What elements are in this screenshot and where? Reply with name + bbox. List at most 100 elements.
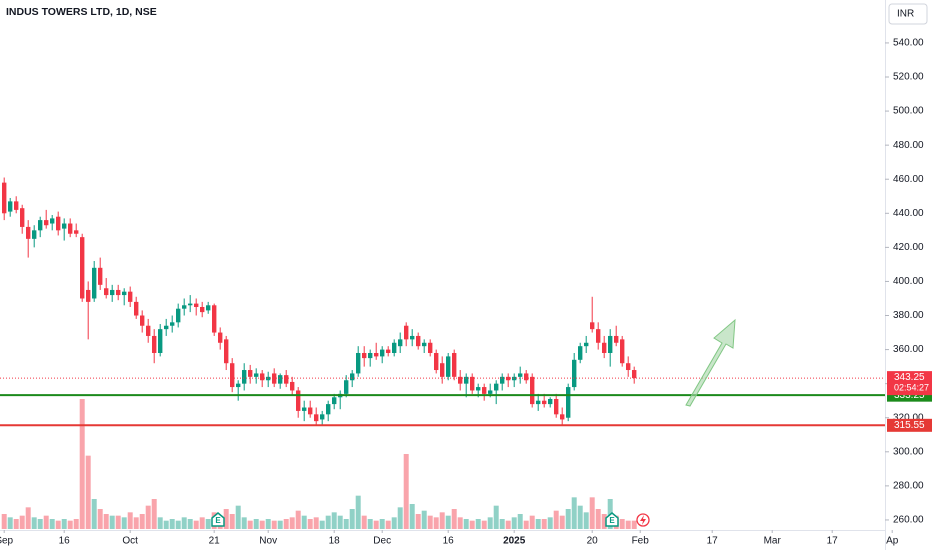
candle-body xyxy=(482,387,487,394)
volume-bar xyxy=(625,520,631,529)
earnings-icon[interactable]: E xyxy=(211,512,225,527)
candle-body xyxy=(632,370,637,379)
candle-body xyxy=(248,370,253,377)
candle-body xyxy=(422,342,427,347)
candle-body xyxy=(296,390,301,411)
candle-body xyxy=(608,335,613,353)
candle-body xyxy=(512,376,517,381)
currency[interactable]: INR xyxy=(897,9,914,20)
candle-body xyxy=(98,267,103,285)
countdown: 02:54:27 xyxy=(894,382,929,392)
volume-bar xyxy=(343,519,349,529)
volume-bar xyxy=(433,517,439,529)
candle-body xyxy=(80,237,85,299)
earnings-icon[interactable]: E xyxy=(605,512,619,527)
candle-body xyxy=(164,325,169,330)
candle-body xyxy=(218,332,223,343)
volume-bar xyxy=(601,514,607,529)
candle-body xyxy=(590,322,595,330)
volume-bar xyxy=(529,515,535,529)
candle-body xyxy=(224,339,229,364)
volume-bar xyxy=(361,515,367,529)
y-tick-label: 480.00 xyxy=(893,140,924,151)
volume-bar xyxy=(253,519,259,529)
y-tick-label: 300.00 xyxy=(893,446,924,457)
candle-body xyxy=(116,289,121,296)
y-tick-label: 360.00 xyxy=(893,344,924,355)
candle-body xyxy=(440,363,445,377)
volume-bar xyxy=(421,510,427,529)
candle-body xyxy=(596,329,601,343)
volume-bar xyxy=(1,514,7,529)
candle-body xyxy=(326,404,331,415)
candle-body xyxy=(518,373,523,377)
candle-body xyxy=(554,398,559,415)
x-tick-label: 21 xyxy=(209,536,221,547)
y-tick-label: 540.00 xyxy=(893,38,924,49)
candle-body xyxy=(38,220,43,231)
volume-bar xyxy=(553,510,559,529)
candle-body xyxy=(398,339,403,347)
candle-body xyxy=(74,230,79,234)
event-icon[interactable] xyxy=(636,513,650,527)
volume-bar xyxy=(481,520,487,529)
candle-body xyxy=(104,288,109,296)
volume-bar xyxy=(523,520,529,529)
volume-bar xyxy=(319,520,325,529)
volume-bar xyxy=(325,515,331,529)
candle-body xyxy=(122,291,127,296)
candle-body xyxy=(266,376,271,381)
candle-body xyxy=(524,373,529,381)
candle-body xyxy=(62,223,67,229)
candle-body xyxy=(230,363,235,388)
candle-body xyxy=(620,339,625,364)
currency-box[interactable] xyxy=(888,3,928,25)
volume-bar xyxy=(121,517,127,529)
price-tag-label: 333.25 xyxy=(894,390,925,401)
arrow-drawing[interactable] xyxy=(685,318,736,407)
volume-bar xyxy=(61,519,67,529)
volume-bar xyxy=(595,509,601,529)
volume-bar xyxy=(439,512,445,529)
volume-bar xyxy=(127,512,133,529)
volume-bar xyxy=(103,514,109,529)
volume-bar xyxy=(229,514,235,529)
volume-bar xyxy=(427,515,433,529)
volume-bar xyxy=(7,517,13,529)
volume-bar xyxy=(619,519,625,529)
candle-body xyxy=(314,414,319,422)
volume-bar xyxy=(13,519,19,529)
candle-body xyxy=(56,216,61,231)
volume-bar xyxy=(307,519,313,529)
candle-body xyxy=(494,383,499,391)
candle-body xyxy=(8,201,13,212)
volume-bar xyxy=(457,517,463,529)
volume-bar xyxy=(271,520,277,529)
chart-title: INDUS TOWERS LTD, 1D, NSE xyxy=(6,6,157,18)
volume-bar xyxy=(97,509,103,529)
y-tick-label: 260.00 xyxy=(893,515,924,526)
candle-body xyxy=(404,325,409,340)
candle-body xyxy=(260,373,265,381)
candle-body xyxy=(50,218,55,224)
volume-bar xyxy=(517,514,523,529)
candle-body xyxy=(20,208,25,227)
y-tick-label: 400.00 xyxy=(893,276,924,287)
candle-body xyxy=(242,370,247,384)
volume-bar xyxy=(397,507,403,529)
volume-bar xyxy=(55,520,61,529)
svg-text:E: E xyxy=(215,516,221,525)
candle-body xyxy=(308,407,313,415)
candle-body xyxy=(584,342,589,347)
volume-bar xyxy=(409,504,415,529)
volume-bar xyxy=(25,507,31,529)
x-tick-label: 17 xyxy=(827,536,839,547)
volume-bar xyxy=(43,515,49,529)
candle-body xyxy=(542,400,547,405)
candle-body xyxy=(506,376,511,381)
candle-body xyxy=(332,397,337,405)
volume-bar xyxy=(463,519,469,529)
candle-body xyxy=(182,305,187,309)
volume-bar xyxy=(37,519,43,529)
y-tick-label: 520.00 xyxy=(893,72,924,83)
